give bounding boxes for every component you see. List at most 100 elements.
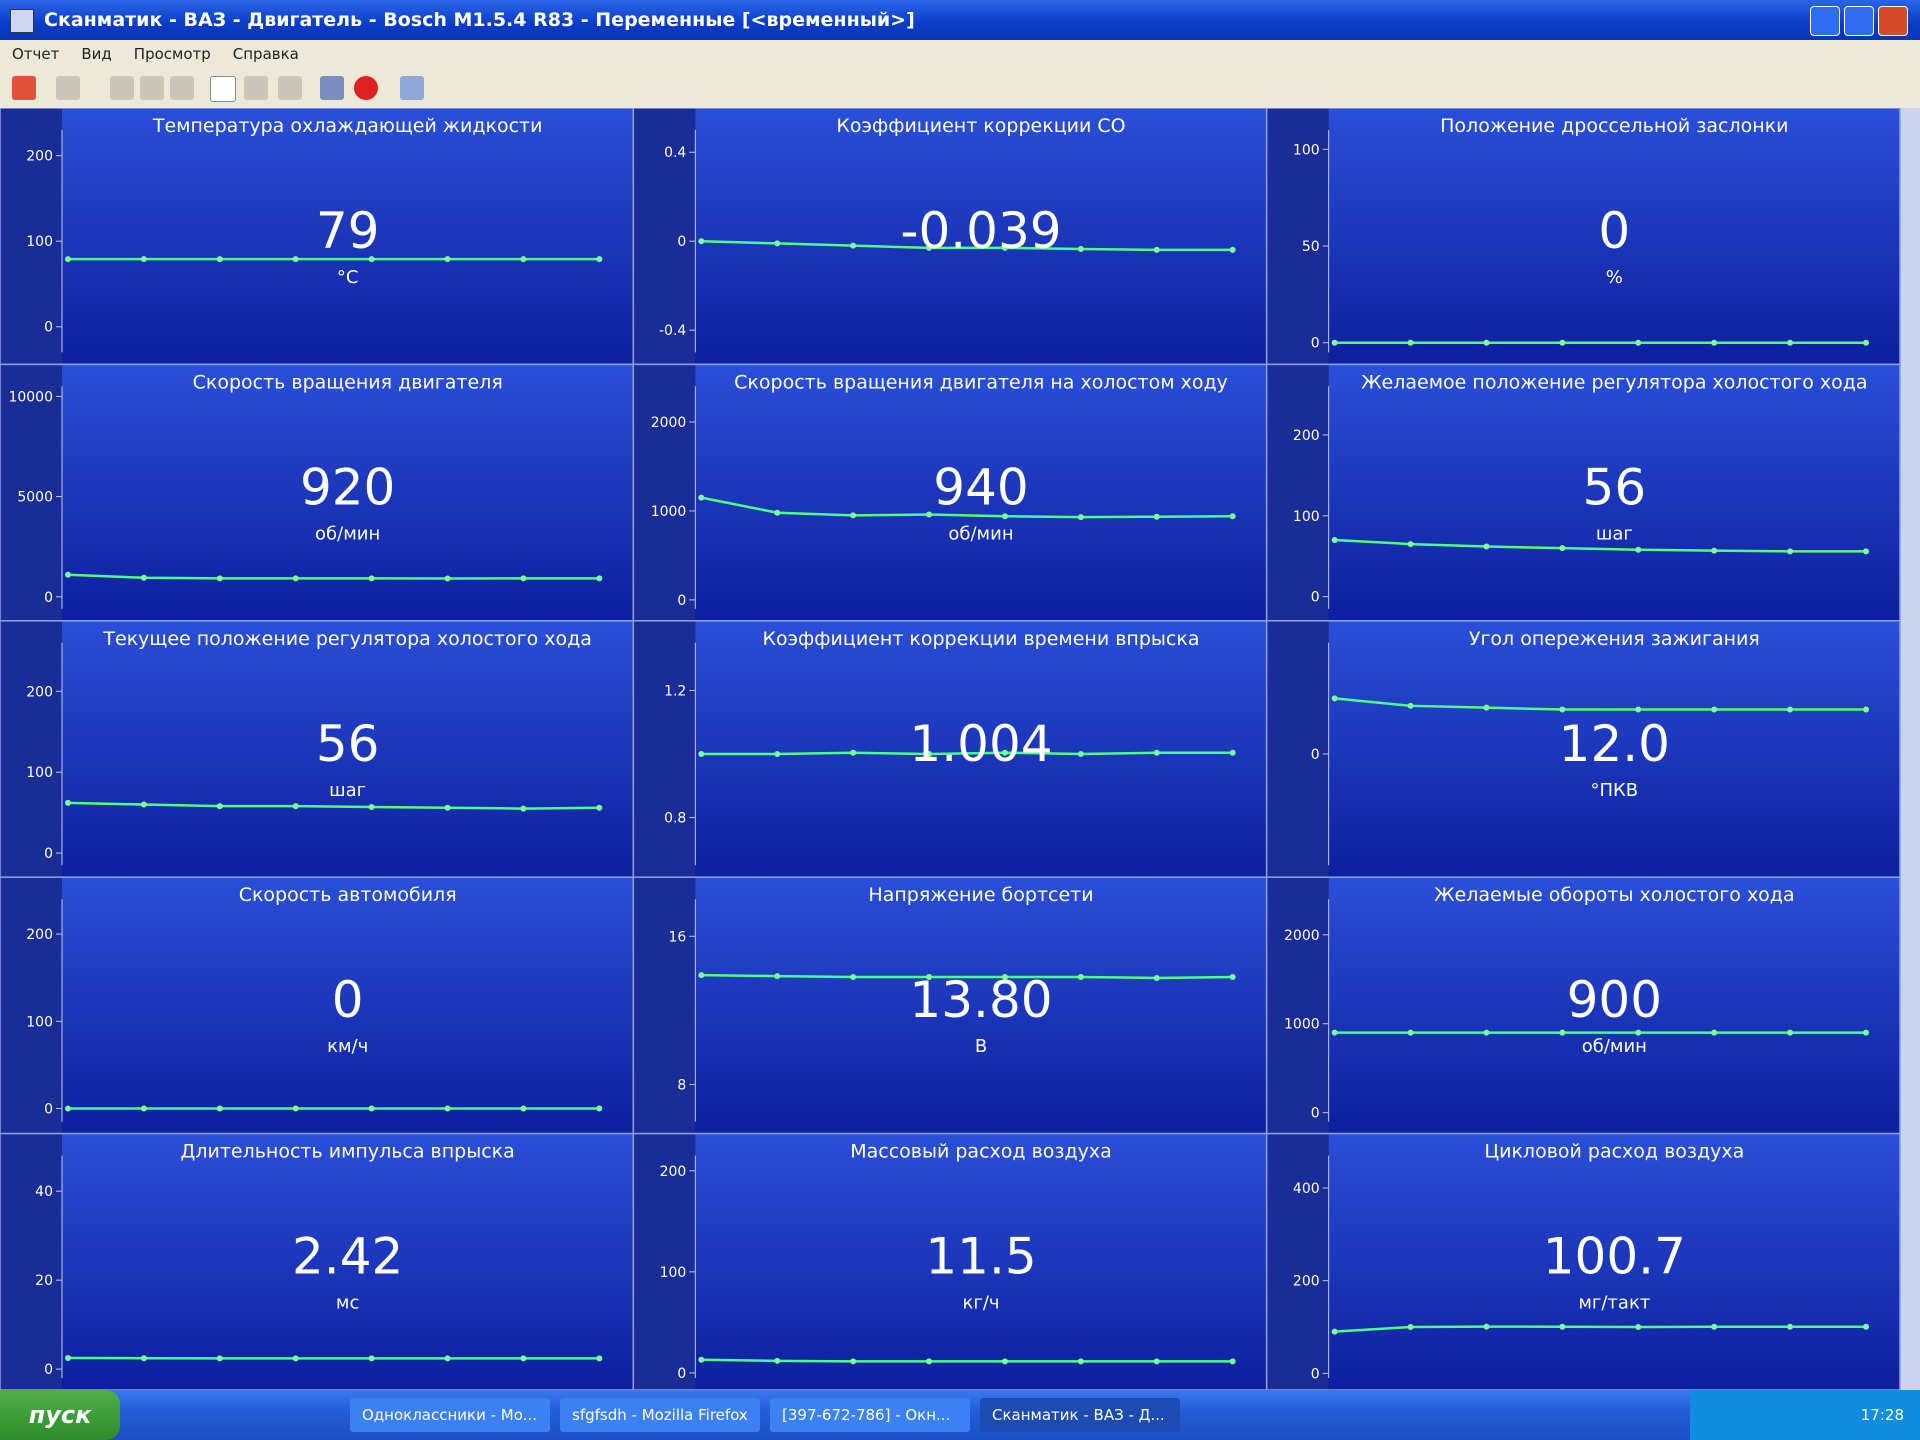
window-title: Сканматик - ВАЗ - Двигатель - Bosch M1.5…	[44, 9, 915, 31]
trend-point	[596, 1105, 603, 1112]
scrollbar[interactable]	[1900, 108, 1920, 1390]
trend-point	[1635, 1324, 1642, 1331]
tool-button[interactable]	[210, 76, 236, 102]
panel-unit: шаг	[329, 780, 366, 801]
trend-point	[698, 972, 705, 979]
y-tick-label: 0.8	[664, 811, 686, 827]
trend-point	[1407, 1029, 1414, 1036]
trend-point	[444, 256, 451, 263]
trend-point	[65, 1354, 71, 1361]
maximize-button[interactable]	[1844, 6, 1874, 36]
menu-item[interactable]: Отчет	[12, 45, 60, 63]
panel-axis-strip	[0, 620, 62, 878]
panel-title: Желаемое положение регулятора холостого …	[1361, 371, 1868, 393]
trend-point	[216, 575, 223, 582]
title-bar: Сканматик - ВАЗ - Двигатель - Bosch M1.5…	[0, 0, 1920, 40]
panel-axis-strip	[0, 1133, 62, 1390]
tool-button[interactable]	[170, 76, 194, 100]
y-tick-label: 0	[1311, 747, 1320, 763]
trend-point	[1407, 1324, 1414, 1331]
trend-point	[140, 256, 147, 263]
trend-point	[1787, 548, 1794, 555]
task-button[interactable]: [397-672-786] - Окн...	[770, 1398, 970, 1432]
trend-point	[926, 751, 933, 757]
tool-button[interactable]	[400, 76, 424, 100]
y-tick-label: 0	[677, 593, 686, 609]
minimize-button[interactable]	[1810, 6, 1840, 36]
trend-point	[926, 511, 933, 518]
tool-button[interactable]	[278, 76, 302, 100]
panel-plot	[1328, 620, 1900, 878]
trend-point	[596, 256, 603, 263]
record-button[interactable]	[354, 76, 378, 100]
tool-button[interactable]	[56, 76, 80, 100]
trend-point	[1559, 1323, 1566, 1330]
trend-point	[1331, 339, 1338, 346]
menu-item[interactable]: Вид	[81, 45, 112, 63]
menu-bar: Отчет Вид Просмотр Справка	[0, 40, 1920, 68]
trend-point	[520, 256, 527, 263]
y-tick-label: 0	[1311, 336, 1320, 352]
task-button[interactable]: Одноклассники - Mo...	[350, 1398, 550, 1432]
panel-axis-strip	[0, 108, 62, 365]
trend-point	[1153, 1358, 1160, 1365]
panel-title: Массовый расход воздуха	[850, 1141, 1112, 1163]
y-tick-label: 200	[660, 1164, 687, 1180]
trend-point	[1407, 339, 1414, 346]
trend-point	[1077, 751, 1084, 757]
trend-point	[520, 805, 527, 812]
panel-value: 2.42	[292, 1228, 403, 1286]
y-tick-label: 0	[677, 1366, 686, 1382]
trend-point	[140, 1105, 147, 1112]
trend-line	[1334, 697, 1866, 711]
tool-button[interactable]	[320, 76, 344, 100]
trend-point	[1863, 339, 1869, 346]
start-button[interactable]: пуск	[0, 1390, 120, 1440]
panel-axis-strip	[633, 620, 696, 878]
trend-point	[1711, 1029, 1718, 1036]
menu-item[interactable]: Просмотр	[133, 45, 211, 63]
task-button[interactable]: Сканматик - ВАЗ - Д...	[980, 1398, 1180, 1432]
trend-point	[1559, 339, 1566, 346]
y-tick-label: 0	[44, 590, 53, 606]
trend-point	[698, 751, 705, 757]
panel-unit: °ПКВ	[1590, 780, 1638, 801]
tool-button[interactable]	[140, 76, 164, 100]
trend-point	[292, 256, 299, 263]
panel-title: Температура охлаждающей жидкости	[152, 115, 543, 137]
trend-point	[1077, 974, 1084, 981]
trend-point	[216, 1355, 223, 1362]
app-icon	[10, 9, 34, 33]
trend-point	[774, 751, 781, 757]
tool-button[interactable]	[110, 76, 134, 100]
panel-plot	[695, 364, 1267, 621]
close-button[interactable]	[1878, 6, 1908, 36]
trend-point	[1407, 702, 1414, 709]
trend-point	[596, 575, 603, 582]
trend-point	[368, 1105, 375, 1112]
trend-point	[1483, 339, 1490, 346]
y-tick-label: 200	[26, 927, 53, 943]
y-tick-label: 100	[1293, 142, 1320, 158]
panel-unit: шаг	[1596, 523, 1633, 544]
trend-point	[1153, 749, 1160, 756]
trend-point	[65, 1105, 71, 1112]
panel-title: Угол опережения зажигания	[1469, 628, 1760, 650]
trend-point	[65, 256, 71, 263]
panel-value: 920	[300, 458, 395, 516]
panel-plot	[1328, 364, 1900, 621]
trend-point	[1001, 974, 1008, 981]
tool-button[interactable]	[244, 76, 268, 100]
y-tick-label: 100	[26, 234, 53, 250]
tool-button[interactable]	[12, 76, 36, 100]
y-tick-label: 200	[1293, 1274, 1320, 1290]
trend-point	[1787, 1323, 1794, 1330]
trend-point	[1229, 1358, 1236, 1365]
y-tick-label: 400	[1293, 1181, 1320, 1197]
task-button[interactable]: sfgfsdh - Mozilla Firefox	[560, 1398, 760, 1432]
y-tick-label: 0.4	[664, 145, 686, 161]
menu-item[interactable]: Справка	[232, 45, 299, 63]
trend-point	[1559, 706, 1566, 713]
y-tick-label: 0	[677, 234, 686, 250]
trend-line	[701, 239, 1233, 252]
